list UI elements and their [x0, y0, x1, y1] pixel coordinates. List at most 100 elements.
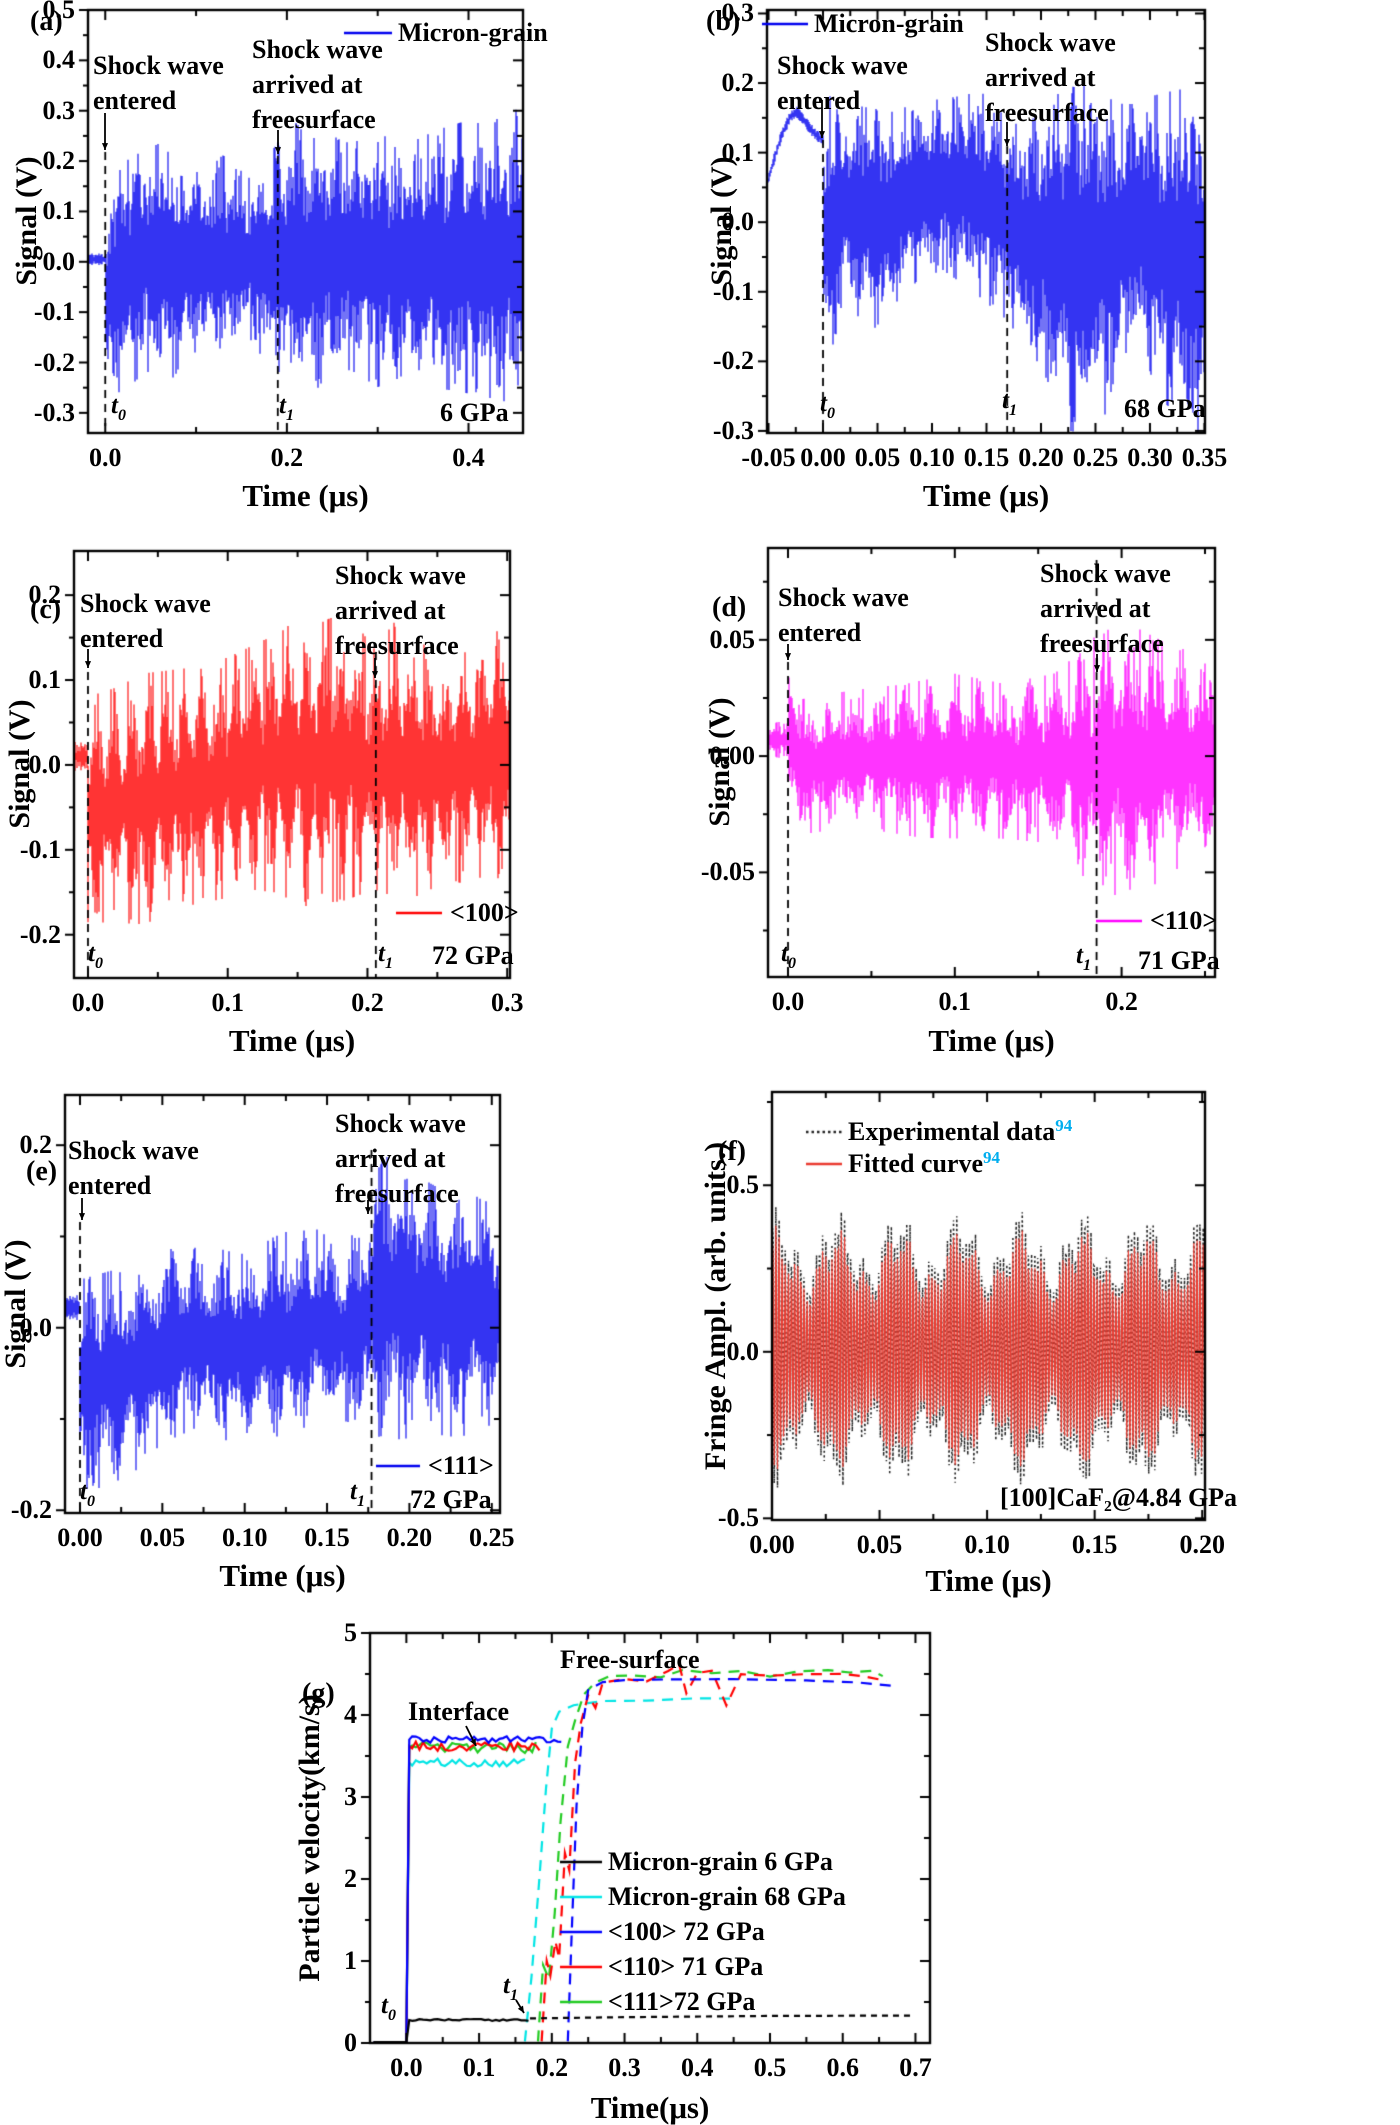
legend-superscript: 94	[1055, 1116, 1073, 1135]
annotation-line: Shock wave	[80, 589, 211, 618]
t-subscript: 0	[117, 407, 126, 424]
x-axis-title-g: Time(μs)	[590, 2090, 710, 2125]
y-tick-label: 0.2	[721, 68, 755, 98]
x-tick-label: 0.05	[854, 443, 901, 472]
y-tick-label: 3	[344, 1782, 357, 1811]
x-tick-label: 0.4	[452, 443, 485, 472]
legend-label-text: <100>	[450, 898, 519, 927]
annotation-line: freesurface	[985, 98, 1109, 127]
t-subscript: 0	[826, 405, 835, 422]
annotation: Interface	[408, 1694, 509, 1729]
annotation-line: entered	[80, 624, 164, 653]
t-subscript: 1	[509, 1987, 518, 2004]
y-tick-label: 0	[344, 2028, 357, 2057]
y-tick-label: -0.5	[717, 1503, 759, 1533]
y-tick-label: 0.0	[19, 1312, 53, 1342]
x-tick-label: 0.2	[1105, 987, 1138, 1016]
y-tick-label: 0.1	[721, 137, 755, 167]
x-tick-label: 0.7	[899, 2053, 932, 2082]
t-symbol: t	[80, 1478, 87, 1505]
annotation-line: freesurface	[252, 105, 376, 134]
y-tick-label: 0.2	[28, 580, 62, 610]
annotation-line: freesurface	[335, 1179, 459, 1208]
annotation-line: arrived at	[335, 1144, 446, 1173]
x-tick-label: 0.2	[351, 988, 384, 1017]
panel-letter-d: (d)	[712, 592, 747, 623]
y-tick-label: 0.3	[721, 0, 755, 28]
x-tick-label: 0.15	[963, 443, 1010, 472]
legend-label: <110> 71 GPa	[608, 1952, 763, 1982]
annotation-arrow-icon	[465, 1725, 477, 1747]
x-tick-label: 0.3	[490, 988, 524, 1017]
t-symbol: t	[350, 1478, 357, 1505]
annotation-line: arrived at	[335, 596, 446, 625]
legend-label: <111>	[428, 1451, 494, 1481]
t-symbol: t	[279, 392, 286, 419]
legend-label: <110>	[1150, 906, 1217, 936]
annotation: Shock wave entered	[777, 48, 908, 118]
annotation-arrow-icon	[364, 1200, 372, 1214]
t-subscript: 0	[387, 2007, 396, 2024]
y-tick-label: 0.0	[42, 246, 76, 276]
annotation: Shock wave entered	[68, 1133, 199, 1203]
annotation: Shock wave arrived at freesurface	[335, 1106, 466, 1211]
legend-label: Fitted curve94	[848, 1148, 1000, 1179]
annotation: Shock wave entered	[778, 580, 909, 650]
x-tick-label: 0.1	[462, 2053, 496, 2082]
annotation-arrow-icon	[274, 130, 282, 154]
t-subscript: 0	[86, 1493, 95, 1510]
t-symbol: t	[88, 940, 95, 967]
annotation-line: entered	[68, 1171, 152, 1200]
annotation-arrow-icon	[515, 1999, 525, 2014]
panel-letter-c: (c)	[30, 594, 62, 625]
x-tick-label: 0.05	[139, 1523, 186, 1552]
x-tick-label: 0.10	[909, 443, 955, 472]
x-tick-label: 0.20	[386, 1523, 433, 1552]
legend-label-text: Micron-grain 6 GPa	[608, 1847, 833, 1876]
panel-letter-b: (b)	[706, 6, 741, 37]
x-tick-label: 0.15	[1071, 1530, 1118, 1559]
x-tick-label: 0.0	[71, 988, 105, 1017]
y-tick-label: -0.3	[33, 397, 75, 427]
legend-label: Micron-grain 68 GPa	[608, 1882, 846, 1912]
t0-marker-label: t0	[381, 1992, 396, 2024]
annotation-line: Interface	[408, 1697, 510, 1726]
x-tick-label: 0.0	[89, 443, 122, 472]
x-tick-label: 0.4	[681, 2053, 714, 2082]
pressure-label-c: 72 GPa	[432, 941, 514, 970]
legend-label-text: Experimental data	[848, 1117, 1056, 1146]
annotation-line: entered	[93, 86, 177, 115]
annotation-line: arrived at	[985, 63, 1096, 92]
annotation: Shock wave entered	[80, 586, 211, 656]
t1-marker-label: t1	[503, 1972, 518, 2004]
x-tick-label: 0.20	[1179, 1530, 1225, 1559]
y-tick-label: 1	[344, 1946, 357, 1975]
panel-letter-g: (g)	[302, 1678, 335, 1709]
annotation: Shock wave arrived at freesurface	[335, 558, 466, 663]
legend-label-text: Micron-grain 68 GPa	[608, 1882, 846, 1911]
annotation-line: Shock wave	[252, 35, 383, 64]
x-axis-title-b: Time (μs)	[922, 478, 1050, 513]
y-tick-label: -0.2	[19, 919, 61, 949]
x-tick-label: 0.2	[270, 443, 304, 472]
annotation-line: entered	[778, 618, 862, 647]
x-axis-title-d: Time (μs)	[928, 1023, 1055, 1058]
x-tick-label: 0.00	[57, 1523, 103, 1552]
x-axis-title-a: Time (μs)	[242, 478, 369, 513]
t0-marker-label: t0	[111, 392, 126, 424]
x-tick-label: 0.20	[1018, 443, 1064, 472]
panel-letter-f: (f)	[718, 1136, 746, 1167]
x-tick-label: 0.15	[304, 1523, 350, 1552]
annotation-line: arrived at	[1040, 594, 1151, 623]
y-tick-label: 5	[344, 1618, 357, 1647]
annotation: Free-surface	[560, 1642, 700, 1677]
legend-label-text: <100> 72 GPa	[608, 1917, 765, 1946]
annotation-line: Shock wave	[777, 51, 908, 80]
x-tick-label: 0.0	[771, 987, 805, 1016]
t-symbol: t	[820, 390, 827, 417]
t-symbol: t	[378, 940, 385, 967]
y-tick-label: 4	[344, 1700, 357, 1729]
y-tick-label: 0.0	[726, 1336, 760, 1366]
